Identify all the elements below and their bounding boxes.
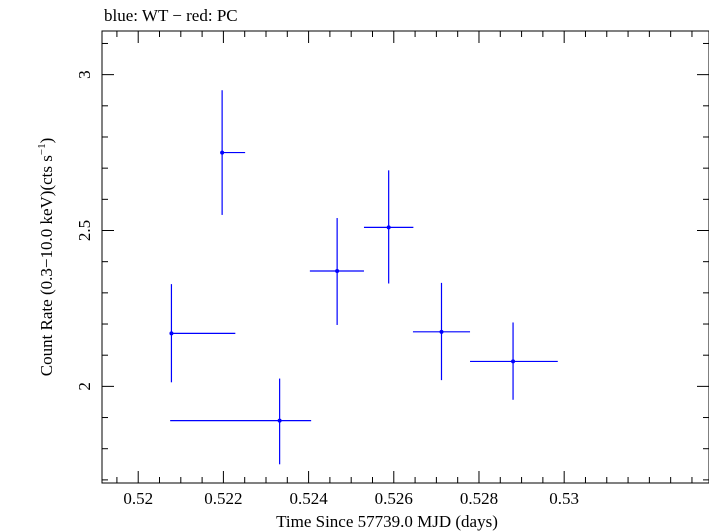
- x-tick-label: 0.524: [289, 489, 328, 508]
- tick-marks: [102, 31, 709, 483]
- x-tick-label: 0.53: [549, 489, 579, 508]
- tick-labels: 0.52 0.522 0.524 0.526 0.528 0.53 2 2.5 3: [75, 70, 579, 508]
- data-point: [363, 170, 414, 284]
- plot-frame: [101, 30, 709, 484]
- x-tick-label: 0.52: [123, 489, 153, 508]
- y-axis-label-end: ): [37, 138, 56, 144]
- x-tick-label: 0.522: [204, 489, 242, 508]
- x-tick-label: 0.526: [375, 489, 413, 508]
- point-marker: [169, 331, 174, 336]
- data-point: [169, 284, 236, 383]
- y-tick-label: 2.5: [75, 220, 94, 241]
- point-marker: [511, 359, 516, 364]
- data-point: [170, 378, 312, 465]
- y-tick-label: 2: [75, 382, 94, 391]
- data-point: [309, 218, 364, 325]
- y-axis-label-main: Count Rate (0.3−10.0 keV)(cts s: [37, 155, 56, 376]
- y-tick-label: 3: [75, 70, 94, 79]
- point-marker: [335, 269, 340, 274]
- data-marks: [169, 90, 558, 465]
- point-marker: [386, 225, 391, 230]
- data-point: [220, 90, 246, 215]
- x-axis-label: Time Since 57739.0 MJD (days): [276, 512, 498, 531]
- point-marker: [439, 329, 444, 334]
- y-axis-label-superscript: −1: [36, 143, 48, 155]
- point-marker: [220, 150, 225, 155]
- point-marker: [277, 418, 282, 423]
- data-point: [470, 322, 558, 400]
- y-axis-label: Count Rate (0.3−10.0 keV)(cts s−1): [36, 138, 56, 377]
- chart-title: blue: WT − red: PC: [104, 6, 238, 25]
- data-point: [412, 282, 471, 381]
- x-tick-label: 0.528: [460, 489, 498, 508]
